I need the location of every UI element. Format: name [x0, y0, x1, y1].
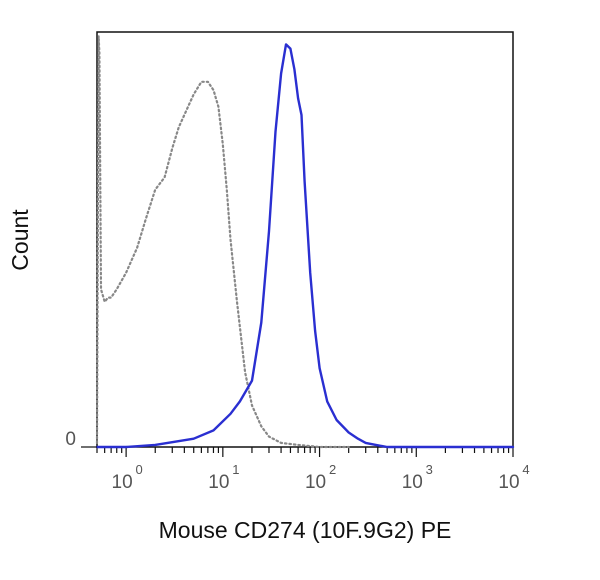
x-tick-exponent: 3	[426, 462, 433, 477]
x-tick-label: 104	[498, 462, 529, 493]
stained-sample-line	[95, 43, 515, 449]
x-tick-exponent: 1	[232, 462, 239, 477]
x-tick-base: 10	[498, 472, 519, 493]
series-layer	[95, 34, 515, 449]
x-tick-exponent: 4	[522, 462, 529, 477]
x-tick-base: 10	[112, 472, 133, 493]
x-minor-ticks	[96, 447, 514, 457]
plot-frame	[96, 31, 514, 448]
isotype-control-line	[95, 34, 350, 449]
x-tick-base: 10	[305, 472, 326, 493]
x-tick-label: 100	[112, 462, 143, 493]
y-tick-label: 0	[65, 429, 76, 450]
x-tick-exponent: 2	[329, 462, 336, 477]
x-tick-base: 10	[208, 472, 229, 493]
x-tick-base: 10	[402, 472, 423, 493]
x-tick-label: 103	[402, 462, 433, 493]
x-tick-exponent: 0	[135, 462, 142, 477]
y-tick-labels: 0	[65, 429, 97, 450]
x-axis-title: Mouse CD274 (10F.9G2) PE	[159, 517, 452, 543]
x-tick-label: 102	[305, 462, 336, 493]
x-tick-label: 101	[208, 462, 239, 493]
y-axis-title: Count	[7, 209, 33, 271]
